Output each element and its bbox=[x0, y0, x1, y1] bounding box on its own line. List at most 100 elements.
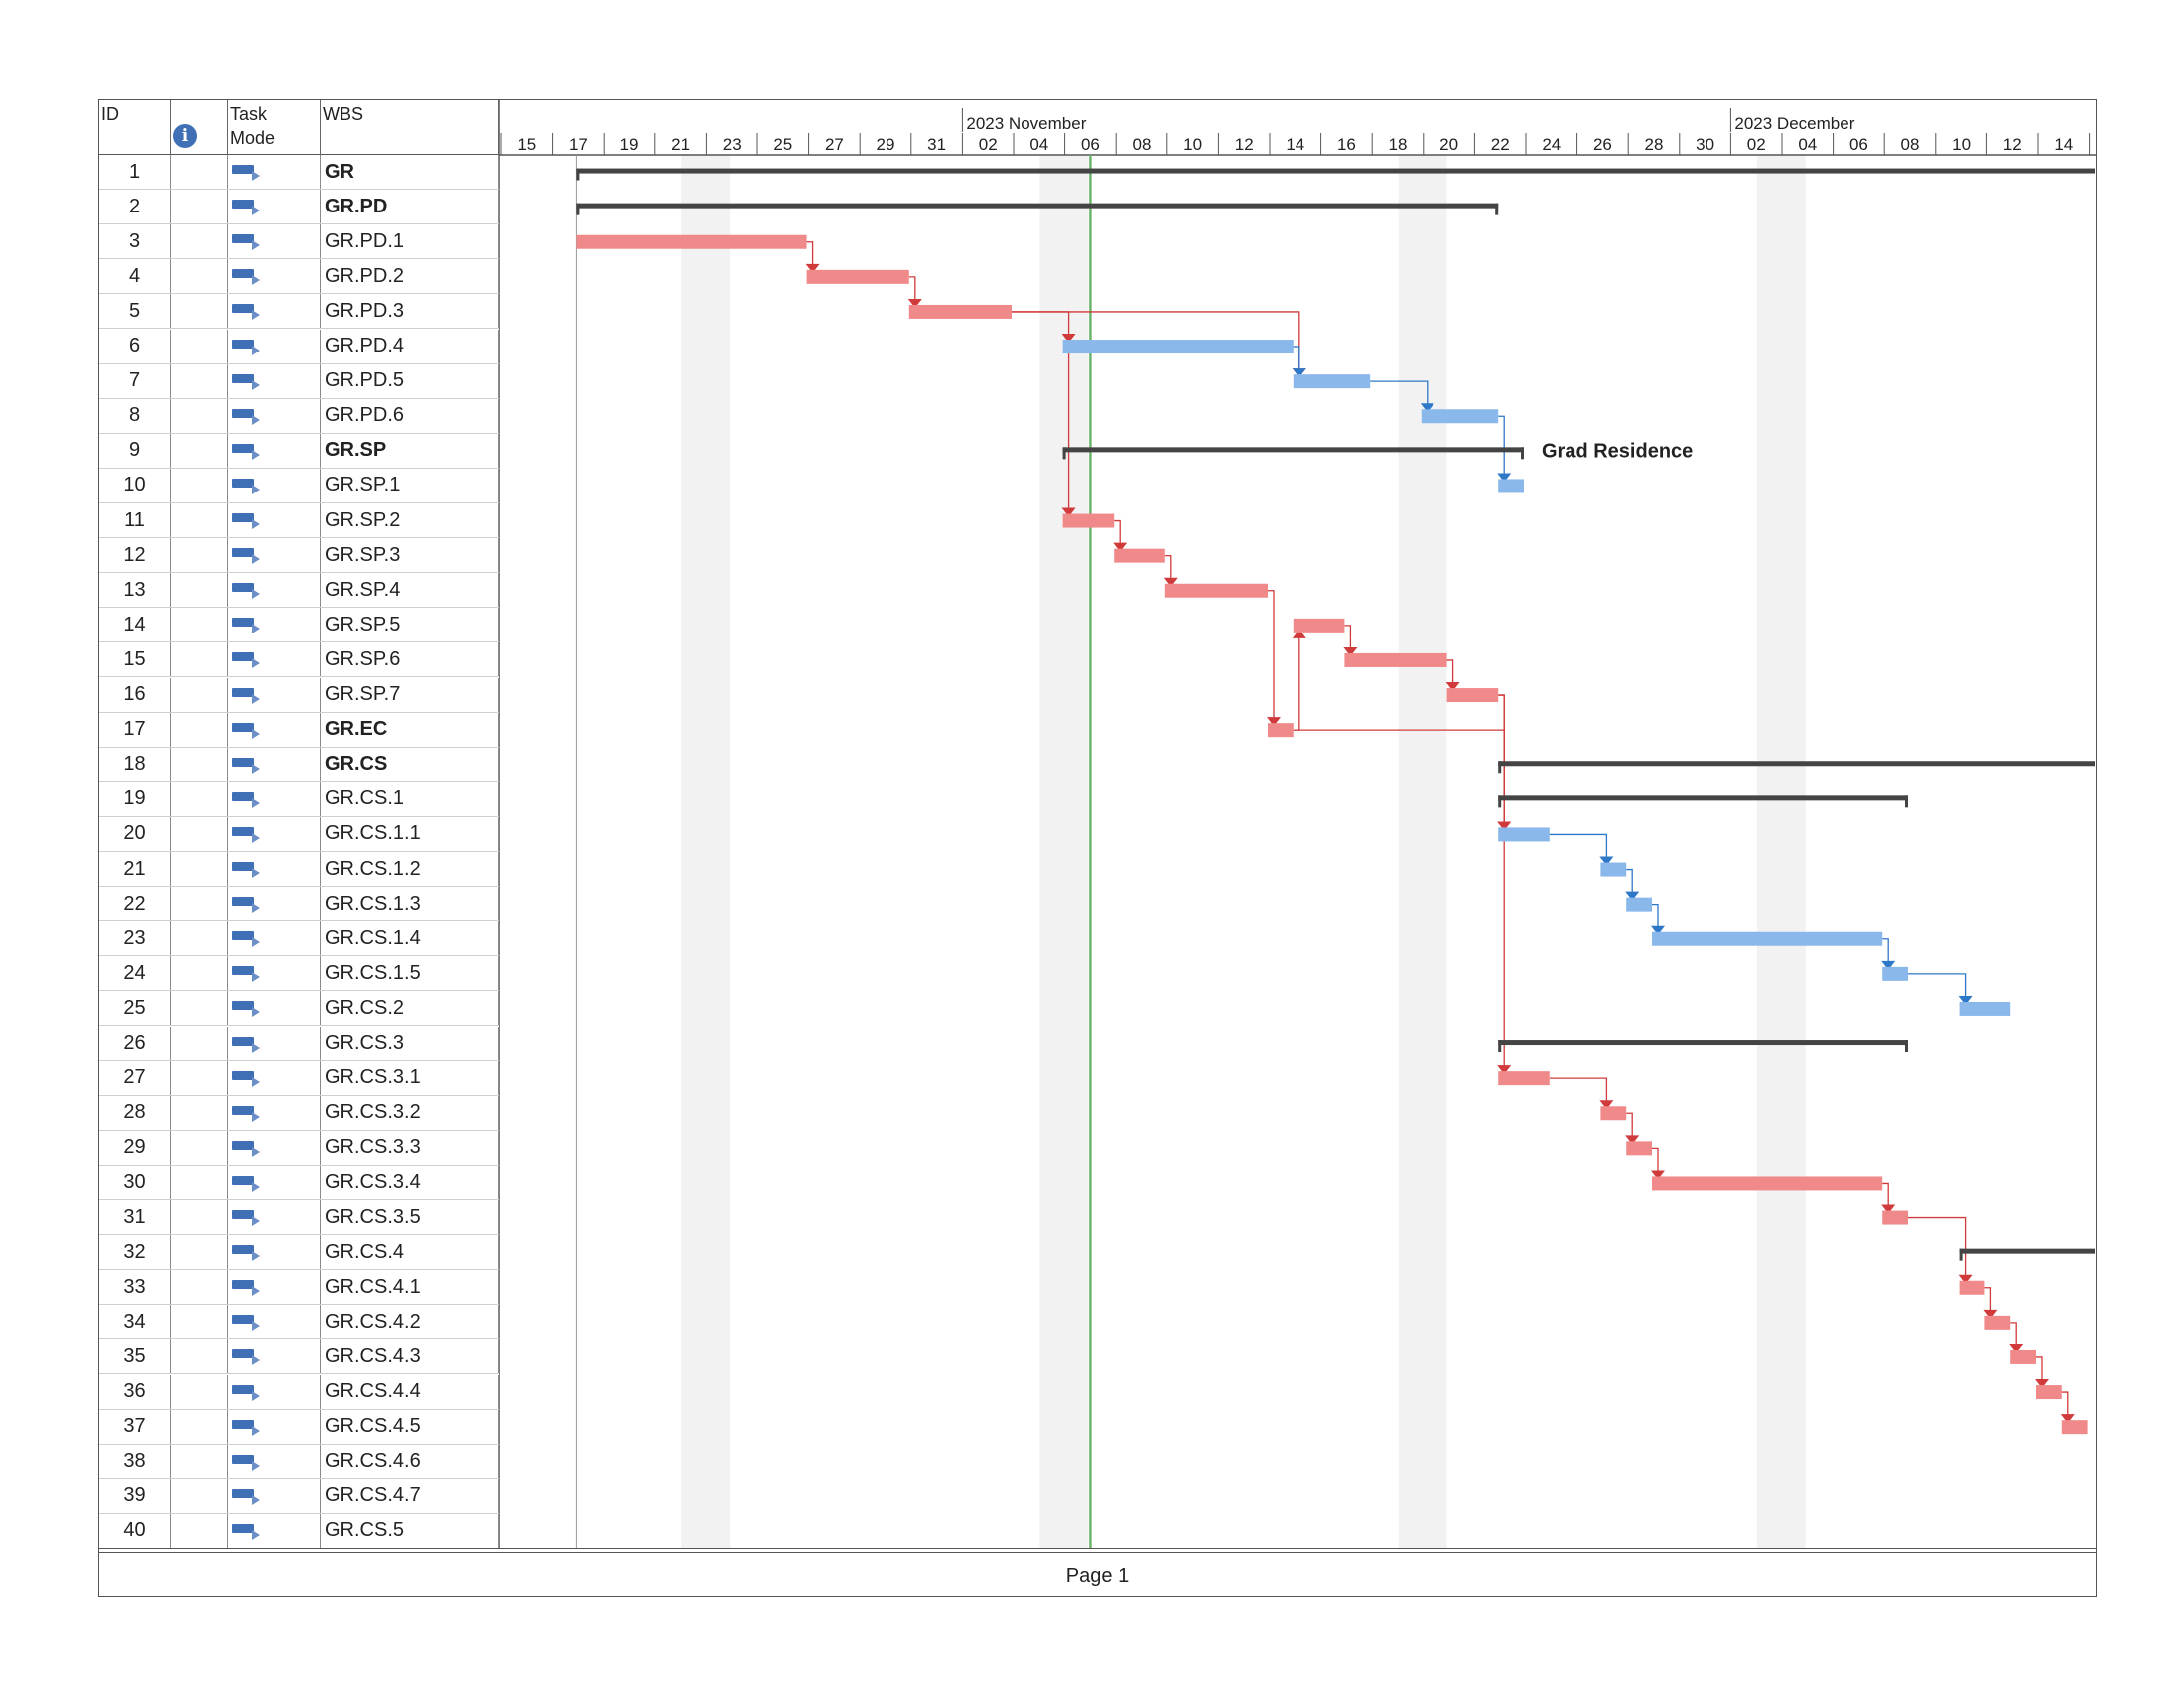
task-wbs[interactable]: GR.CS.1 bbox=[321, 781, 499, 816]
task-wbs[interactable]: GR.CS.3 bbox=[321, 1026, 499, 1060]
table-row[interactable]: 5 GR.PD.3 bbox=[99, 294, 499, 330]
task-mode-cell[interactable] bbox=[228, 1374, 321, 1409]
task-wbs[interactable]: GR.PD.6 bbox=[321, 398, 499, 433]
table-row[interactable]: 30 GR.CS.3.4 bbox=[99, 1165, 499, 1200]
task-mode-cell[interactable] bbox=[228, 991, 321, 1026]
task-mode-cell[interactable] bbox=[228, 1130, 321, 1165]
task-mode-cell[interactable] bbox=[228, 538, 321, 573]
task-wbs[interactable]: GR.SP.5 bbox=[321, 608, 499, 642]
task-mode-cell[interactable] bbox=[228, 1513, 321, 1548]
task-mode-cell[interactable] bbox=[228, 677, 321, 712]
task-wbs[interactable]: GR.CS.3.2 bbox=[321, 1095, 499, 1130]
table-row[interactable]: 21 GR.CS.1.2 bbox=[99, 852, 499, 888]
task-mode-cell[interactable] bbox=[228, 1060, 321, 1095]
task-mode-cell[interactable] bbox=[228, 747, 321, 781]
task-wbs[interactable]: GR.CS bbox=[321, 747, 499, 781]
task-mode-cell[interactable] bbox=[228, 1235, 321, 1270]
task-wbs[interactable]: GR.CS.4.1 bbox=[321, 1270, 499, 1305]
table-row[interactable]: 10 GR.SP.1 bbox=[99, 468, 499, 503]
task-mode-cell[interactable] bbox=[228, 642, 321, 677]
table-row[interactable]: 34 GR.CS.4.2 bbox=[99, 1305, 499, 1340]
task-wbs[interactable]: GR.CS.4.2 bbox=[321, 1305, 499, 1339]
task-wbs[interactable]: GR.CS.4.6 bbox=[321, 1444, 499, 1478]
task-wbs[interactable]: GR.CS.3.3 bbox=[321, 1130, 499, 1165]
table-row[interactable]: 36 GR.CS.4.4 bbox=[99, 1374, 499, 1410]
task-mode-cell[interactable] bbox=[228, 433, 321, 468]
task-mode-cell[interactable] bbox=[228, 259, 321, 294]
task-mode-cell[interactable] bbox=[228, 224, 321, 259]
task-wbs[interactable]: GR.PD.3 bbox=[321, 294, 499, 329]
task-mode-cell[interactable] bbox=[228, 781, 321, 816]
task-wbs[interactable]: GR.SP bbox=[321, 433, 499, 468]
task-mode-cell[interactable] bbox=[228, 1305, 321, 1339]
table-row[interactable]: 2 GR.PD bbox=[99, 190, 499, 225]
table-row[interactable]: 12 GR.SP.3 bbox=[99, 538, 499, 574]
table-row[interactable]: 19 GR.CS.1 bbox=[99, 781, 499, 817]
table-row[interactable]: 16 GR.SP.7 bbox=[99, 677, 499, 713]
table-row[interactable]: 18 GR.CS bbox=[99, 747, 499, 782]
task-mode-cell[interactable] bbox=[228, 712, 321, 747]
table-row[interactable]: 14 GR.SP.5 bbox=[99, 608, 499, 643]
task-wbs[interactable]: GR.CS.3.4 bbox=[321, 1165, 499, 1199]
task-mode-cell[interactable] bbox=[228, 1200, 321, 1235]
table-row[interactable]: 13 GR.SP.4 bbox=[99, 573, 499, 609]
task-mode-cell[interactable] bbox=[228, 503, 321, 538]
task-mode-cell[interactable] bbox=[228, 1165, 321, 1199]
task-wbs[interactable]: GR.CS.3.5 bbox=[321, 1200, 499, 1235]
column-header-id[interactable]: ID bbox=[99, 100, 171, 155]
task-mode-cell[interactable] bbox=[228, 155, 321, 190]
task-mode-cell[interactable] bbox=[228, 1444, 321, 1478]
column-header-indicators[interactable] bbox=[171, 100, 228, 155]
table-row[interactable]: 31 GR.CS.3.5 bbox=[99, 1200, 499, 1236]
table-row[interactable]: 1 GR bbox=[99, 155, 499, 191]
table-row[interactable]: 38 GR.CS.4.6 bbox=[99, 1444, 499, 1479]
task-wbs[interactable]: GR.PD bbox=[321, 190, 499, 224]
task-wbs[interactable]: GR.PD.4 bbox=[321, 329, 499, 363]
table-row[interactable]: 8 GR.PD.6 bbox=[99, 398, 499, 434]
task-mode-cell[interactable] bbox=[228, 1478, 321, 1513]
task-wbs[interactable]: GR.SP.7 bbox=[321, 677, 499, 712]
table-row[interactable]: 22 GR.CS.1.3 bbox=[99, 887, 499, 922]
task-mode-cell[interactable] bbox=[228, 816, 321, 851]
task-wbs[interactable]: GR.CS.4.4 bbox=[321, 1374, 499, 1409]
task-wbs[interactable]: GR.CS.1.3 bbox=[321, 887, 499, 921]
table-row[interactable]: 24 GR.CS.1.5 bbox=[99, 956, 499, 992]
table-row[interactable]: 23 GR.CS.1.4 bbox=[99, 921, 499, 957]
task-wbs[interactable]: GR.EC bbox=[321, 712, 499, 747]
table-row[interactable]: 4 GR.PD.2 bbox=[99, 259, 499, 295]
task-wbs[interactable]: GR.CS.1.4 bbox=[321, 921, 499, 956]
table-row[interactable]: 7 GR.PD.5 bbox=[99, 363, 499, 399]
table-row[interactable]: 39 GR.CS.4.7 bbox=[99, 1478, 499, 1514]
table-row[interactable]: 6 GR.PD.4 bbox=[99, 329, 499, 364]
table-row[interactable]: 25 GR.CS.2 bbox=[99, 991, 499, 1027]
task-wbs[interactable]: GR.CS.3.1 bbox=[321, 1060, 499, 1095]
table-row[interactable]: 9 GR.SP bbox=[99, 433, 499, 469]
task-mode-cell[interactable] bbox=[228, 190, 321, 224]
task-mode-cell[interactable] bbox=[228, 608, 321, 642]
task-mode-cell[interactable] bbox=[228, 1339, 321, 1374]
task-mode-cell[interactable] bbox=[228, 294, 321, 329]
task-wbs[interactable]: GR.SP.6 bbox=[321, 642, 499, 677]
task-wbs[interactable]: GR.PD.1 bbox=[321, 224, 499, 259]
column-header-wbs[interactable]: WBS bbox=[321, 100, 499, 155]
task-mode-cell[interactable] bbox=[228, 1095, 321, 1130]
task-mode-cell[interactable] bbox=[228, 852, 321, 887]
table-row[interactable]: 27 GR.CS.3.1 bbox=[99, 1060, 499, 1096]
task-wbs[interactable]: GR bbox=[321, 155, 499, 190]
task-wbs[interactable]: GR.CS.1.2 bbox=[321, 852, 499, 887]
task-wbs[interactable]: GR.CS.2 bbox=[321, 991, 499, 1026]
task-wbs[interactable]: GR.PD.5 bbox=[321, 363, 499, 398]
task-mode-cell[interactable] bbox=[228, 1409, 321, 1444]
task-wbs[interactable]: GR.SP.4 bbox=[321, 573, 499, 608]
task-mode-cell[interactable] bbox=[228, 329, 321, 363]
task-mode-cell[interactable] bbox=[228, 1026, 321, 1060]
table-row[interactable]: 3 GR.PD.1 bbox=[99, 224, 499, 260]
task-wbs[interactable]: GR.PD.2 bbox=[321, 259, 499, 294]
table-row[interactable]: 26 GR.CS.3 bbox=[99, 1026, 499, 1061]
table-row[interactable]: 15 GR.SP.6 bbox=[99, 642, 499, 678]
task-mode-cell[interactable] bbox=[228, 468, 321, 502]
table-row[interactable]: 35 GR.CS.4.3 bbox=[99, 1339, 499, 1375]
task-wbs[interactable]: GR.SP.1 bbox=[321, 468, 499, 502]
task-wbs[interactable]: GR.CS.1.1 bbox=[321, 816, 499, 851]
task-mode-cell[interactable] bbox=[228, 573, 321, 608]
